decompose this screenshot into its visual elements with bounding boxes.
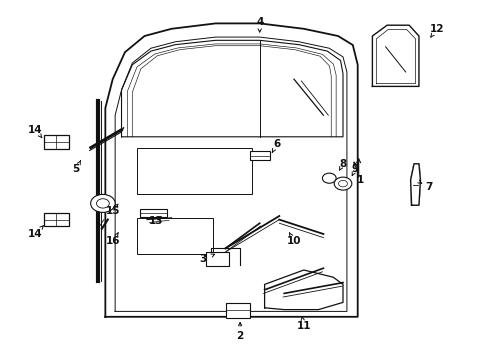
Polygon shape bbox=[411, 164, 420, 205]
Bar bbox=[137, 148, 252, 194]
Text: 14: 14 bbox=[28, 125, 43, 135]
Text: 16: 16 bbox=[105, 236, 120, 246]
Text: 1: 1 bbox=[357, 175, 364, 185]
Text: 8: 8 bbox=[340, 159, 346, 169]
Bar bbox=[250, 151, 270, 160]
Circle shape bbox=[339, 180, 347, 187]
Text: 9: 9 bbox=[352, 164, 359, 174]
Bar bbox=[206, 252, 229, 266]
Text: 6: 6 bbox=[273, 139, 280, 149]
Text: 4: 4 bbox=[256, 17, 264, 27]
Text: 10: 10 bbox=[287, 236, 301, 246]
Text: 15: 15 bbox=[105, 206, 120, 216]
Text: 2: 2 bbox=[237, 330, 244, 341]
Bar bbox=[226, 303, 250, 318]
Text: 7: 7 bbox=[425, 182, 433, 192]
Bar bbox=[137, 218, 213, 254]
Bar bbox=[44, 213, 69, 226]
Circle shape bbox=[91, 194, 115, 212]
Circle shape bbox=[322, 173, 336, 183]
Text: 5: 5 bbox=[73, 164, 79, 174]
Text: 13: 13 bbox=[148, 216, 163, 226]
Bar bbox=[44, 135, 69, 149]
Text: 3: 3 bbox=[200, 254, 207, 264]
Text: 11: 11 bbox=[296, 321, 311, 331]
Bar bbox=[140, 209, 167, 217]
Text: 12: 12 bbox=[430, 24, 444, 34]
Circle shape bbox=[334, 177, 352, 190]
Text: 14: 14 bbox=[28, 229, 43, 239]
Circle shape bbox=[97, 199, 109, 208]
